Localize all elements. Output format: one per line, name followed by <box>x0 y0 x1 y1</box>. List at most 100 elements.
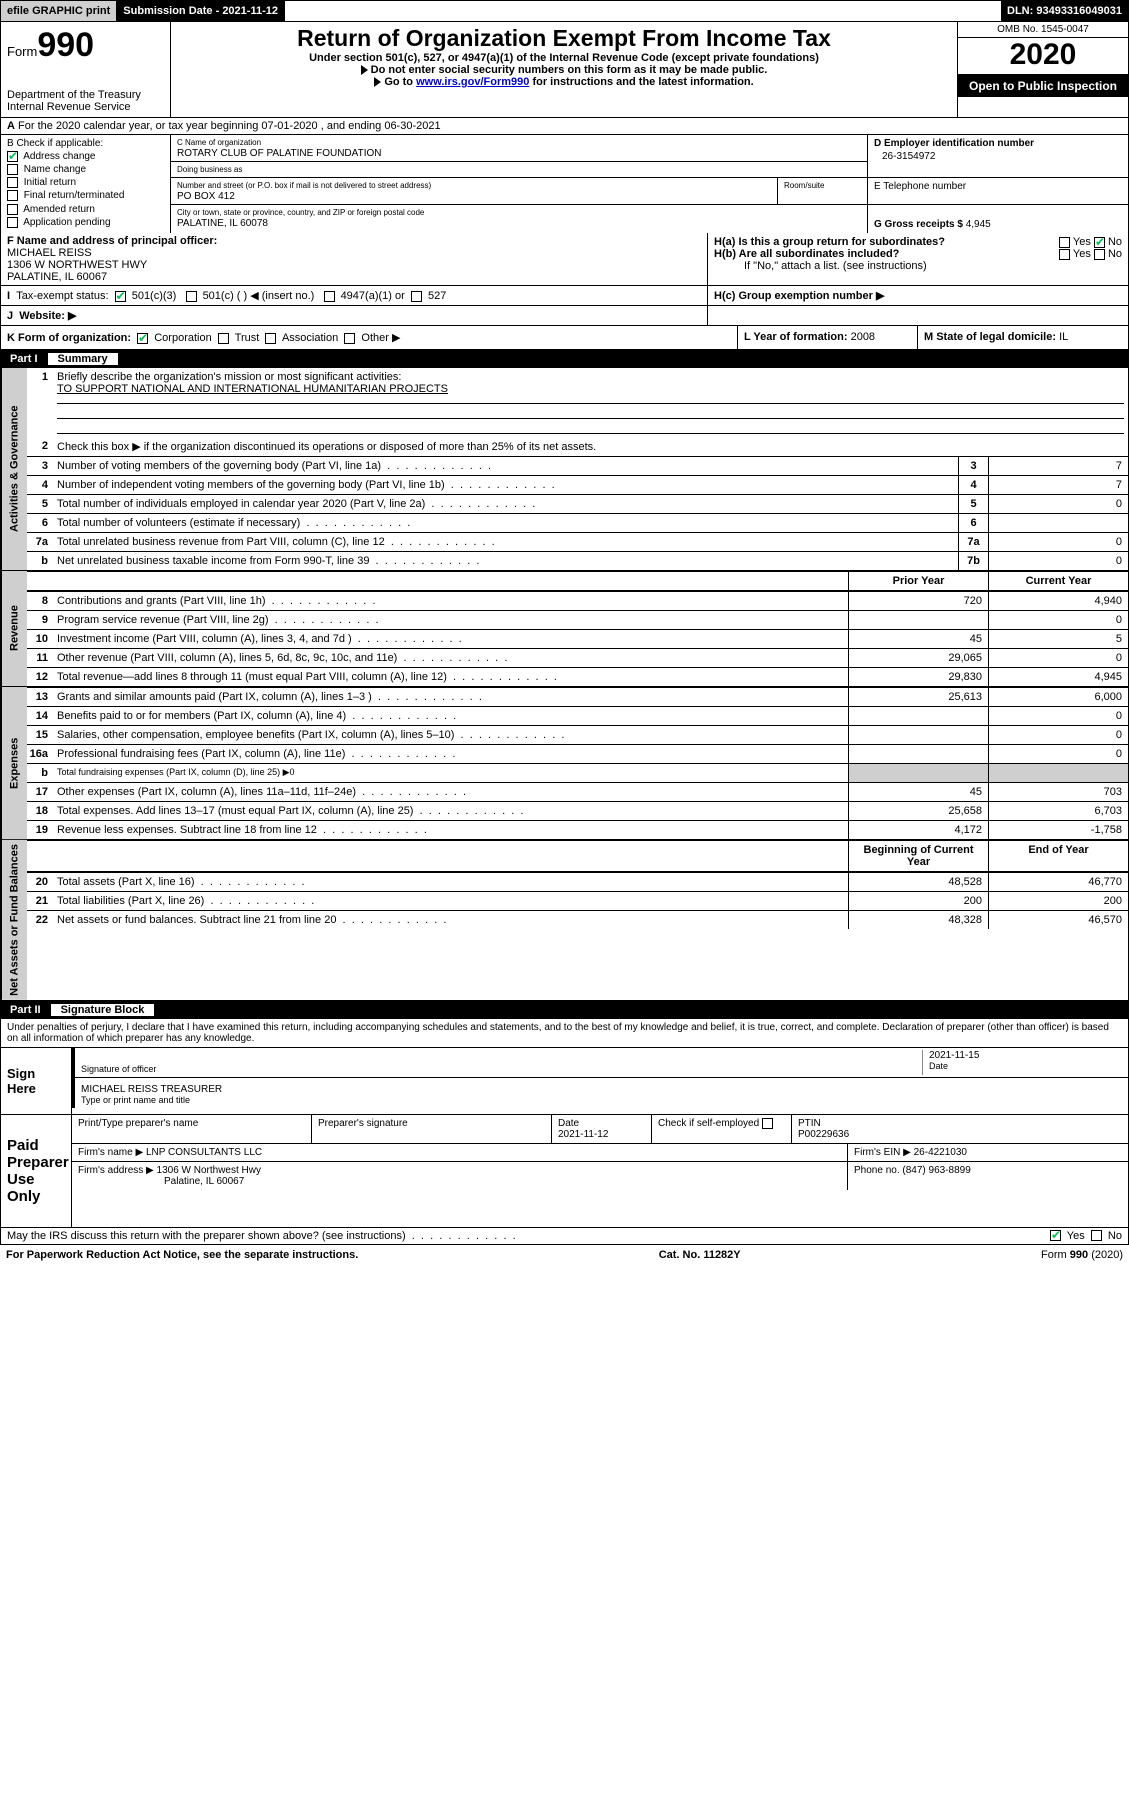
ag-line-4: Number of independent voting members of … <box>53 476 958 494</box>
corp-checkbox[interactable] <box>137 333 148 344</box>
py-14 <box>848 707 988 725</box>
py-11: 29,065 <box>848 649 988 667</box>
py-19: 4,172 <box>848 821 988 839</box>
ha-no-checkbox[interactable] <box>1094 237 1105 248</box>
cy-22: 46,570 <box>988 911 1128 929</box>
gross-receipts: 4,945 <box>966 219 991 230</box>
py-13: 25,613 <box>848 688 988 706</box>
py-10: 45 <box>848 630 988 648</box>
ag-line-5: Total number of individuals employed in … <box>53 495 958 513</box>
b-checkbox-3[interactable] <box>7 190 18 201</box>
form-number: Form990 <box>7 26 164 65</box>
line-17: Other expenses (Part IX, column (A), lin… <box>53 783 848 801</box>
dln: DLN: 93493316049031 <box>1001 1 1128 21</box>
cy-11: 0 <box>988 649 1128 667</box>
cy-10: 5 <box>988 630 1128 648</box>
discuss-yes-checkbox[interactable] <box>1050 1230 1061 1241</box>
line-i-tax-exempt: I Tax-exempt status: 501(c)(3) 501(c) ( … <box>1 286 708 305</box>
col-prior-year: Prior Year <box>848 572 988 590</box>
discuss-no-checkbox[interactable] <box>1091 1230 1102 1241</box>
h-b: H(b) Are all subordinates included? Yes … <box>714 248 1122 260</box>
firm-ein: Firm's EIN ▶ 26-4221030 <box>848 1144 1128 1161</box>
form-header: Form990 Department of the Treasury Inter… <box>0 22 1129 117</box>
efile-graphic-button[interactable]: efile GRAPHIC print <box>1 1 117 21</box>
h-a: H(a) Is this a group return for subordin… <box>714 236 1122 248</box>
g-gross-label: G Gross receipts $ <box>874 219 963 230</box>
type-name-label: Type or print name and title <box>81 1095 190 1105</box>
cy-9: 0 <box>988 611 1128 629</box>
line-10: Investment income (Part VIII, column (A)… <box>53 630 848 648</box>
b-checkbox-4[interactable] <box>7 204 18 215</box>
ag-line-6: Total number of volunteers (estimate if … <box>53 514 958 532</box>
triangle-icon <box>361 65 368 75</box>
assoc-checkbox[interactable] <box>265 333 276 344</box>
self-employed-checkbox[interactable] <box>762 1118 773 1129</box>
py-12: 29,830 <box>848 668 988 686</box>
cy-14: 0 <box>988 707 1128 725</box>
city-label: City or town, state or province, country… <box>177 208 424 217</box>
trust-checkbox[interactable] <box>218 333 229 344</box>
cy-16a: 0 <box>988 745 1128 763</box>
firm-address: Firm's address ▶ 1306 W Northwest HwyPal… <box>72 1162 848 1190</box>
4947-checkbox[interactable] <box>324 291 335 302</box>
open-to-public: Open to Public Inspection <box>958 75 1128 97</box>
form-title: Return of Organization Exempt From Incom… <box>177 25 951 52</box>
h-c: H(c) Group exemption number ▶ <box>708 286 1128 305</box>
py-16a <box>848 745 988 763</box>
cy-19: -1,758 <box>988 821 1128 839</box>
col-boy: Beginning of Current Year <box>848 841 988 871</box>
b-checkbox-1[interactable] <box>7 164 18 175</box>
tax-year: 2020 <box>958 38 1128 75</box>
tab-expenses: Expenses <box>1 687 27 839</box>
signature-declaration: Under penalties of perjury, I declare th… <box>1 1019 1128 1048</box>
line-k-l-m: K Form of organization: Corporation Trus… <box>0 326 1129 350</box>
line-19: Revenue less expenses. Subtract line 18 … <box>53 821 848 839</box>
f-officer: F Name and address of principal officer:… <box>1 233 707 285</box>
c-name-label: C Name of organization <box>177 138 261 147</box>
d-ein-label: D Employer identification number <box>874 138 1034 149</box>
ag-value-b: 0 <box>988 552 1128 570</box>
py-21: 200 <box>848 892 988 910</box>
sign-here-label: Sign Here <box>1 1048 71 1114</box>
ag-value-5: 0 <box>988 495 1128 513</box>
line-15: Salaries, other compensation, employee b… <box>53 726 848 744</box>
ag-value-6 <box>988 514 1128 532</box>
prep-ptin: PTINP00229636 <box>792 1115 1128 1143</box>
firm-name: Firm's name ▶ LNP CONSULTANTS LLC <box>72 1144 848 1161</box>
b-checkbox-0[interactable] <box>7 151 18 162</box>
org-name: ROTARY CLUB OF PALATINE FOUNDATION <box>177 148 381 159</box>
line-12: Total revenue—add lines 8 through 11 (mu… <box>53 668 848 686</box>
dept-treasury: Department of the Treasury Internal Reve… <box>7 89 164 113</box>
501c-checkbox[interactable] <box>186 291 197 302</box>
officer-name: MICHAEL REISS TREASURER <box>81 1084 222 1095</box>
hb-no-checkbox[interactable] <box>1094 249 1105 260</box>
527-checkbox[interactable] <box>411 291 422 302</box>
form-subhead: Under section 501(c), 527, or 4947(a)(1)… <box>177 52 951 64</box>
501c3-checkbox[interactable] <box>115 291 126 302</box>
py-8: 720 <box>848 592 988 610</box>
part-i-header: Part ISummary <box>0 350 1129 368</box>
form-instruction-1: Do not enter social security numbers on … <box>177 64 951 76</box>
ag-line-3: Number of voting members of the governin… <box>53 457 958 475</box>
street-value: PO BOX 412 <box>177 191 235 202</box>
col-current-year: Current Year <box>988 572 1128 590</box>
instructions-link[interactable]: www.irs.gov/Form990 <box>416 76 529 88</box>
omb-number: OMB No. 1545-0047 <box>958 22 1128 38</box>
py-20: 48,528 <box>848 873 988 891</box>
py-22: 48,328 <box>848 911 988 929</box>
ha-yes-checkbox[interactable] <box>1059 237 1070 248</box>
line-21: Total liabilities (Part X, line 26) <box>53 892 848 910</box>
b-checkbox-5[interactable] <box>7 217 18 228</box>
other-checkbox[interactable] <box>344 333 355 344</box>
cy-21: 200 <box>988 892 1128 910</box>
line-a-tax-year: A For the 2020 calendar year, or tax yea… <box>1 118 1128 135</box>
form-instruction-2: Go to www.irs.gov/Form990 for instructio… <box>177 76 951 88</box>
ag-line-7a: Total unrelated business revenue from Pa… <box>53 533 958 551</box>
hb-yes-checkbox[interactable] <box>1059 249 1070 260</box>
page-footer: For Paperwork Reduction Act Notice, see … <box>0 1245 1129 1265</box>
prep-sig-header: Preparer's signature <box>312 1115 552 1143</box>
street-label: Number and street (or P.O. box if mail i… <box>177 181 431 190</box>
room-label: Room/suite <box>784 181 824 190</box>
b-checkbox-2[interactable] <box>7 177 18 188</box>
line-9: Program service revenue (Part VIII, line… <box>53 611 848 629</box>
